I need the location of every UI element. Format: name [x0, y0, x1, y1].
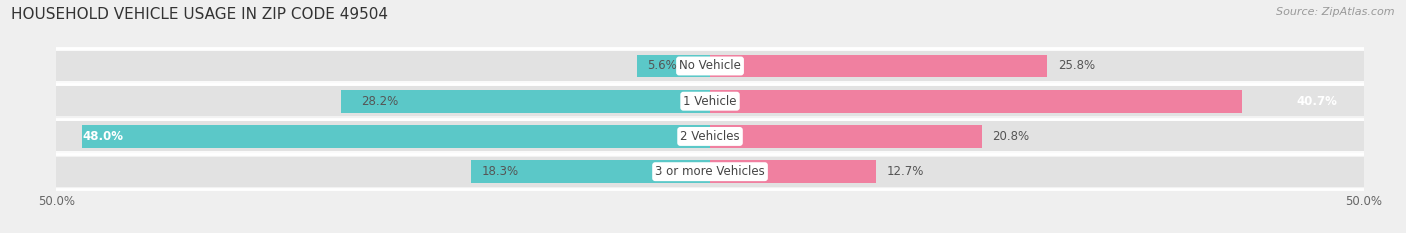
Text: 3 or more Vehicles: 3 or more Vehicles: [655, 165, 765, 178]
Bar: [56, 51, 710, 81]
Bar: [710, 157, 1364, 187]
Bar: [710, 160, 876, 183]
Text: 1 Vehicle: 1 Vehicle: [683, 95, 737, 108]
Text: 25.8%: 25.8%: [1057, 59, 1095, 72]
Bar: [710, 51, 1364, 81]
Bar: [342, 90, 710, 113]
Bar: [637, 55, 710, 77]
Text: 5.6%: 5.6%: [647, 59, 678, 72]
Text: No Vehicle: No Vehicle: [679, 59, 741, 72]
Text: 28.2%: 28.2%: [361, 95, 398, 108]
Bar: [710, 55, 1047, 77]
Bar: [710, 121, 1364, 151]
Text: 40.7%: 40.7%: [1296, 95, 1337, 108]
Bar: [56, 84, 1364, 119]
Bar: [710, 90, 1243, 113]
Bar: [56, 86, 710, 116]
Text: HOUSEHOLD VEHICLE USAGE IN ZIP CODE 49504: HOUSEHOLD VEHICLE USAGE IN ZIP CODE 4950…: [11, 7, 388, 22]
Text: Source: ZipAtlas.com: Source: ZipAtlas.com: [1277, 7, 1395, 17]
Text: 2 Vehicles: 2 Vehicles: [681, 130, 740, 143]
Bar: [710, 125, 981, 148]
Bar: [710, 86, 1364, 116]
Bar: [83, 125, 710, 148]
Bar: [56, 48, 1364, 84]
Bar: [56, 119, 1364, 154]
Bar: [56, 157, 710, 187]
Bar: [471, 160, 710, 183]
Text: 18.3%: 18.3%: [481, 165, 519, 178]
Text: 48.0%: 48.0%: [83, 130, 124, 143]
Bar: [56, 154, 1364, 189]
Text: 12.7%: 12.7%: [887, 165, 924, 178]
Text: 20.8%: 20.8%: [993, 130, 1029, 143]
Bar: [56, 121, 710, 151]
